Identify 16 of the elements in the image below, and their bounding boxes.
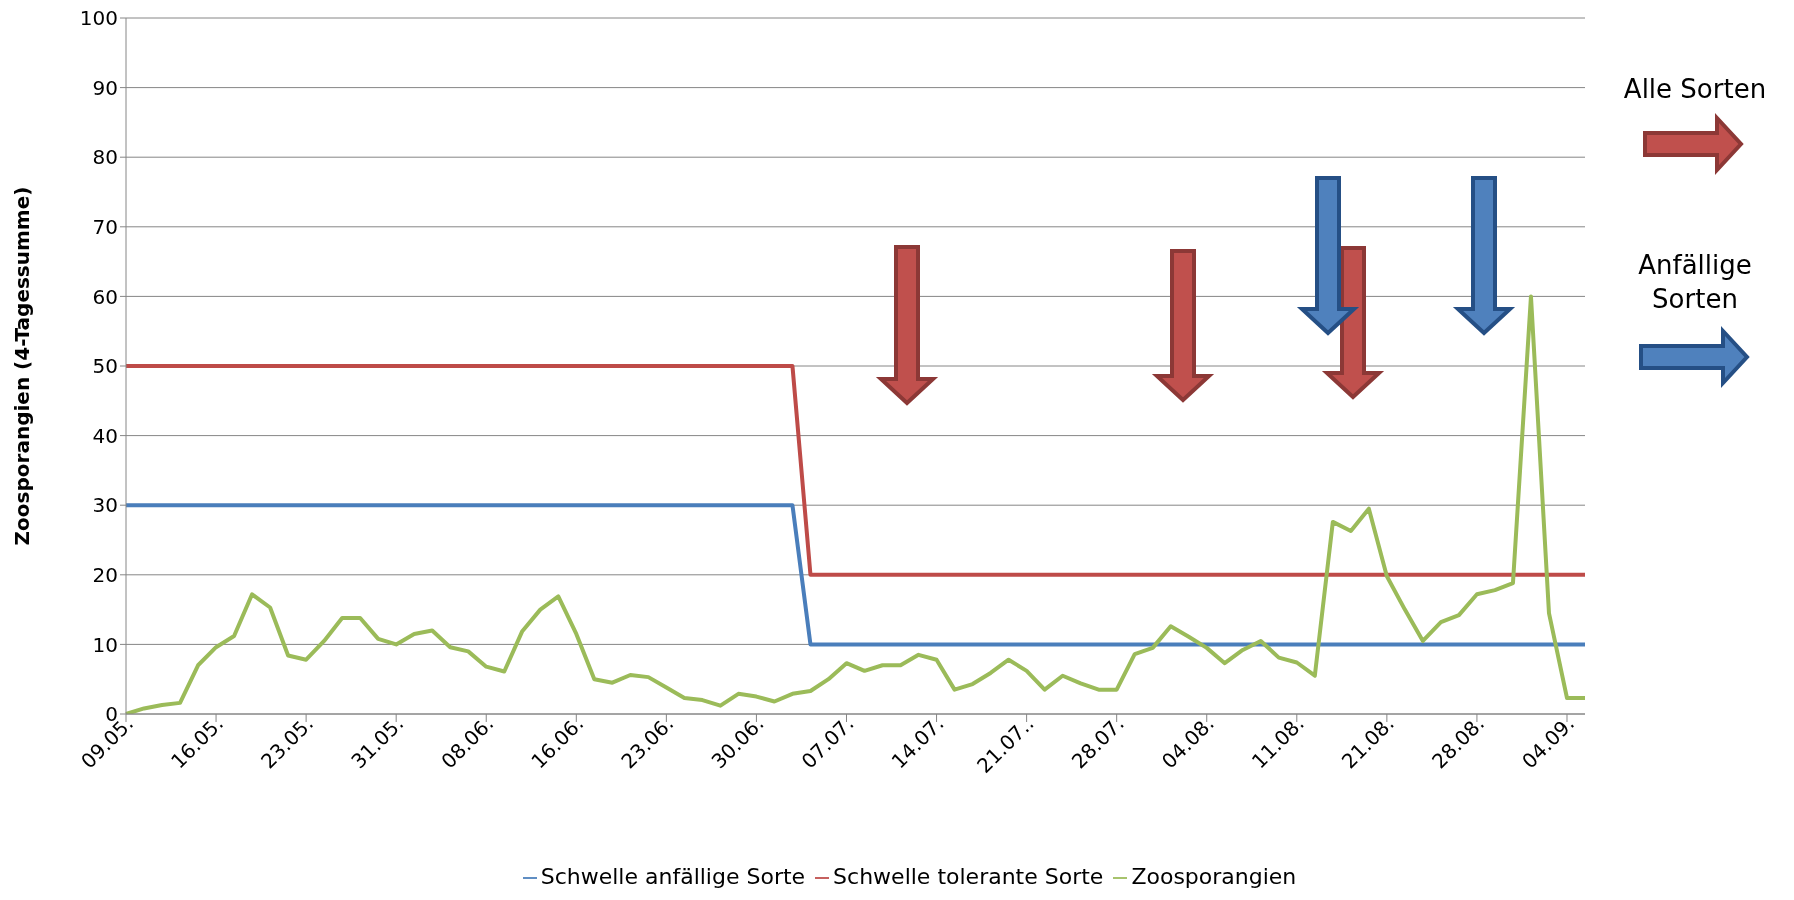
legend-label: Zoosporangien: [1131, 864, 1297, 889]
text: Alle Sorten: [1623, 74, 1767, 104]
text: Anfällige Sorten: [1638, 250, 1752, 314]
y-tick-label: 30: [92, 493, 118, 518]
y-axis-title: Zoosporangien (4-Tagessumme): [10, 186, 35, 546]
legend-label: Schwelle tolerante Sorte: [833, 864, 1104, 889]
y-tick-label: 60: [92, 284, 118, 309]
legend-label: Schwelle anfällige Sorte: [540, 864, 806, 889]
y-tick-label: 80: [92, 145, 118, 170]
y-tick-label: 20: [92, 562, 118, 587]
y-tick-label: 100: [79, 6, 118, 31]
y-tick-label: 70: [92, 214, 118, 239]
y-tick-label: 40: [92, 423, 118, 448]
y-tick-label: 50: [92, 354, 118, 379]
y-tick-label: 10: [92, 632, 118, 657]
y-tick-label: 90: [92, 75, 118, 100]
